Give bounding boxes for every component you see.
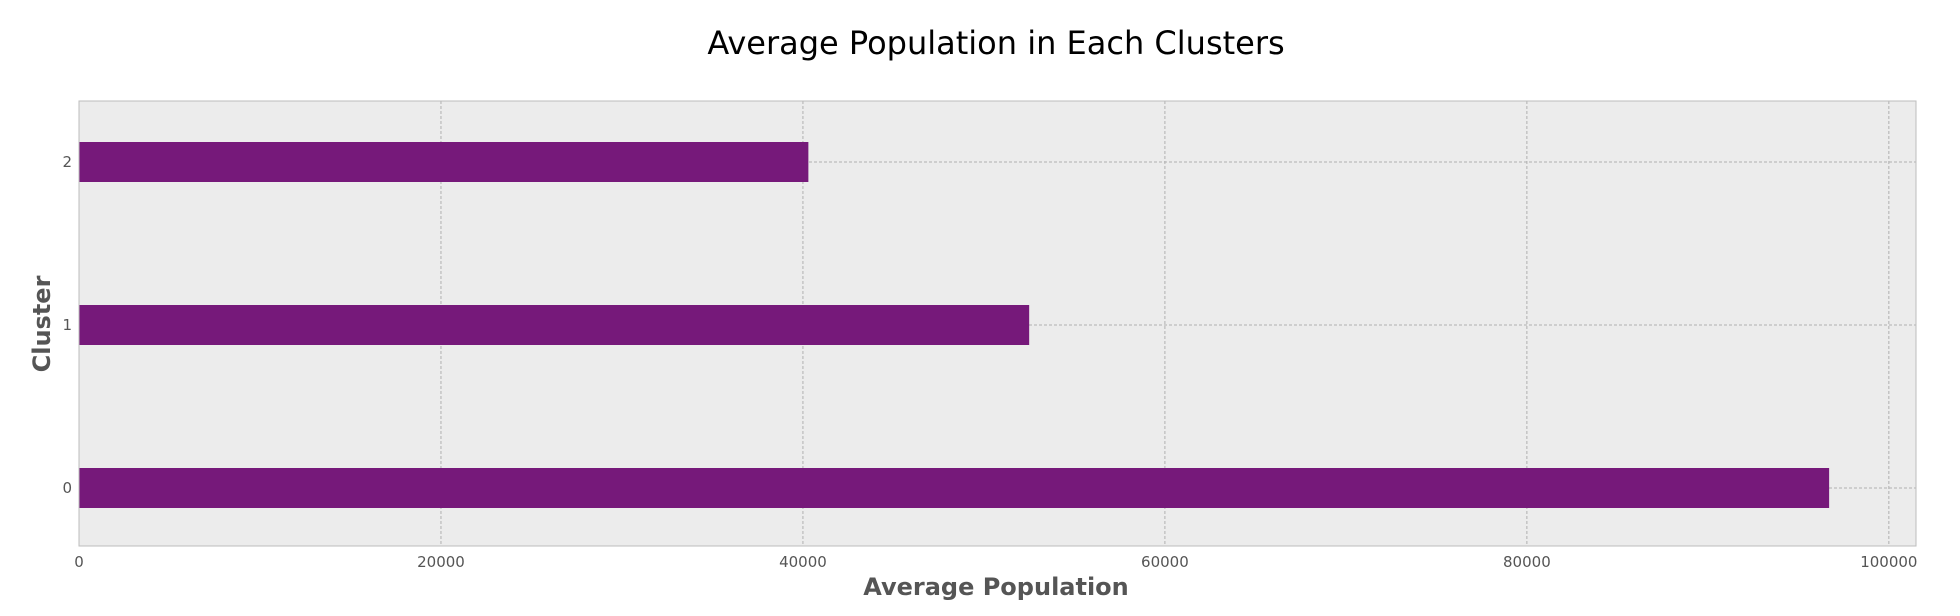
y-tick-label: 2 — [62, 153, 72, 171]
x-tick-label: 60000 — [1141, 553, 1189, 571]
x-tick-label: 0 — [74, 553, 84, 571]
y-axis-label: Cluster — [28, 275, 56, 372]
x-tick-label: 20000 — [417, 553, 465, 571]
bars — [79, 142, 1830, 508]
bar-cluster-0 — [79, 468, 1830, 508]
x-axis-ticks: 0 20000 40000 60000 80000 100000 — [74, 553, 1917, 571]
chart-title: Average Population in Each Clusters — [707, 24, 1284, 62]
bar-cluster-2 — [79, 142, 809, 182]
x-axis-label: Average Population — [863, 573, 1129, 601]
x-tick-label: 100000 — [1860, 553, 1917, 571]
y-tick-label: 1 — [62, 316, 72, 334]
x-tick-label: 40000 — [779, 553, 827, 571]
x-tick-label: 80000 — [1503, 553, 1551, 571]
bar-cluster-1 — [79, 305, 1030, 345]
y-tick-label: 0 — [62, 479, 72, 497]
y-axis-ticks: 0 1 2 — [62, 153, 72, 497]
plot-frame — [78, 100, 1917, 547]
